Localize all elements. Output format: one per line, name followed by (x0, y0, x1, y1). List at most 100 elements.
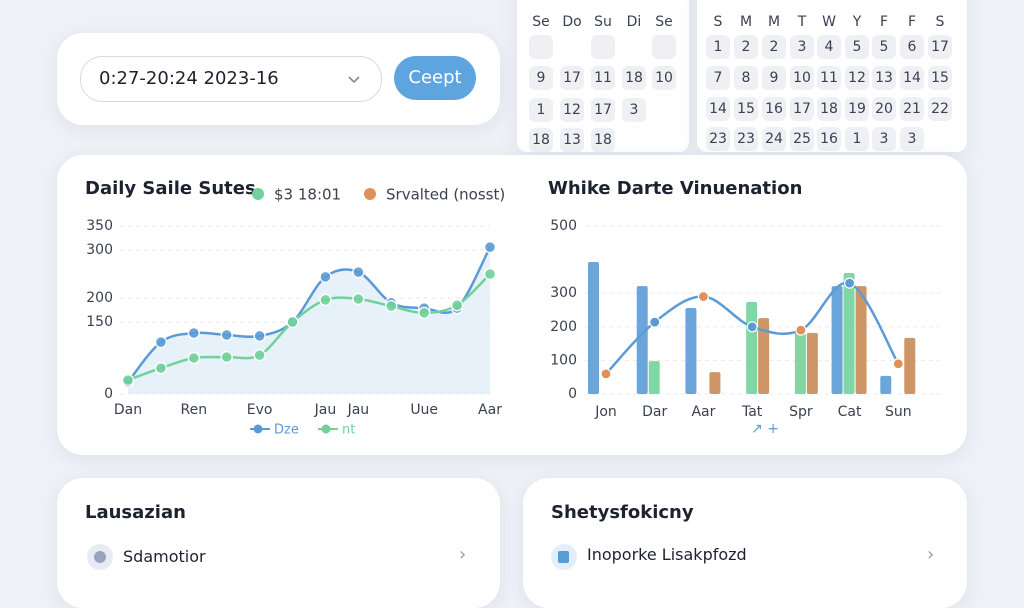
day[interactable]: 11 (591, 66, 615, 90)
bar (636, 286, 648, 394)
y-tick-label: 500 (550, 218, 577, 234)
day[interactable]: 18 (591, 128, 615, 152)
point (319, 293, 332, 307)
day[interactable]: 6 (900, 35, 924, 59)
day[interactable]: 24 (762, 127, 786, 151)
point (154, 361, 168, 375)
y-tick-label: 300 (550, 285, 577, 301)
day[interactable]: 16 (762, 97, 786, 121)
day[interactable]: 9 (762, 66, 786, 90)
legend-label: Srvalted (nosst) (386, 186, 505, 204)
item-label[interactable]: Inoporke Lisakpfozd (587, 545, 747, 564)
day[interactable]: 7 (706, 66, 730, 90)
day[interactable]: 10 (790, 66, 814, 90)
weekday: M (767, 14, 781, 30)
day[interactable]: 3 (622, 98, 646, 122)
bar (648, 361, 660, 394)
day[interactable]: 16 (817, 127, 841, 151)
chart-title: Daily Saile Sutes (85, 178, 256, 199)
date-input[interactable]: 0:27-20:24 2023-16 (80, 56, 382, 102)
day[interactable]: 9 (529, 66, 553, 90)
day[interactable]: 23 (734, 127, 758, 151)
bar (843, 273, 855, 394)
point (220, 350, 233, 364)
bar (746, 301, 758, 394)
point (253, 348, 266, 362)
point (352, 265, 365, 279)
charts-card (57, 155, 967, 455)
point (154, 335, 168, 349)
point (450, 298, 464, 312)
day[interactable]: 8 (734, 66, 758, 90)
point (121, 373, 135, 387)
day[interactable]: 12 (560, 98, 584, 122)
date-card: 0:27-20:24 2023-16 Ceept (57, 33, 500, 125)
legend-label: $3 18:01 (274, 186, 341, 204)
day[interactable]: 19 (845, 97, 869, 121)
day[interactable]: 4 (817, 35, 841, 59)
bar (806, 332, 818, 394)
day[interactable]: 15 (734, 97, 758, 121)
weekday: M (739, 14, 753, 30)
day[interactable]: 2 (762, 35, 786, 59)
day[interactable]: 18 (622, 66, 646, 90)
y-tick-label: 150 (86, 314, 113, 330)
accept-button[interactable]: Ceept (394, 56, 476, 100)
day[interactable]: 17 (591, 98, 615, 122)
charts: Daily Saile Sutes 0 150 200 300 350 Dan Ren Evo J… (85, 178, 940, 438)
day[interactable]: 5 (845, 35, 869, 59)
x-tick-label: Uue (410, 402, 438, 418)
day[interactable]: 14 (900, 66, 924, 90)
y-tick-label: 0 (568, 386, 577, 402)
day[interactable]: 17 (790, 97, 814, 121)
day[interactable]: 3 (900, 127, 924, 151)
day[interactable]: 2 (734, 35, 758, 59)
day[interactable]: 15 (928, 66, 952, 90)
day[interactable]: 23 (706, 127, 730, 151)
day[interactable]: 1 (529, 98, 553, 122)
y-tick-label: 200 (86, 290, 113, 306)
day[interactable]: 5 (872, 35, 896, 59)
legend-dot (252, 188, 264, 200)
day[interactable]: 22 (928, 97, 952, 121)
day[interactable]: 17 (928, 35, 952, 59)
x-tick-label: Tat (741, 404, 763, 420)
day[interactable]: 20 (872, 97, 896, 121)
day[interactable]: 14 (706, 97, 730, 121)
weekday: T (797, 14, 807, 30)
x-tick-label: Aar (478, 402, 502, 418)
weekday: W (822, 14, 836, 30)
page: {"date_input":{"value":"0:27-20:24 2023-… (57, 0, 967, 608)
day[interactable]: 13 (560, 128, 584, 152)
bar (831, 286, 843, 394)
point (697, 290, 710, 303)
weekday: Se (655, 14, 673, 30)
panel-title: Shetysfokicny (551, 502, 694, 523)
bar (588, 261, 599, 394)
day[interactable]: 11 (817, 66, 841, 90)
day[interactable]: 12 (845, 66, 869, 90)
item-label[interactable]: Sdamotior (123, 547, 206, 566)
point (220, 328, 233, 342)
point (253, 329, 266, 343)
day[interactable]: 17 (560, 66, 584, 90)
day[interactable]: 1 (845, 127, 869, 151)
point (187, 326, 201, 340)
day[interactable]: 3 (872, 127, 896, 151)
day[interactable]: 18 (529, 128, 553, 152)
bar (794, 332, 806, 394)
day[interactable]: 18 (817, 97, 841, 121)
weekday: Su (594, 14, 612, 30)
day-icon (591, 35, 615, 59)
day[interactable]: 1 (706, 35, 730, 59)
y-tick-label: 0 (104, 386, 113, 402)
day[interactable]: 10 (652, 66, 676, 90)
day[interactable]: 13 (872, 66, 896, 90)
point (286, 315, 299, 329)
day[interactable]: 21 (900, 97, 924, 121)
day[interactable]: 25 (790, 127, 814, 151)
day[interactable]: 3 (790, 35, 814, 59)
item-icon (87, 544, 113, 570)
point (795, 324, 807, 336)
x-tick-label: Spr (789, 404, 813, 420)
